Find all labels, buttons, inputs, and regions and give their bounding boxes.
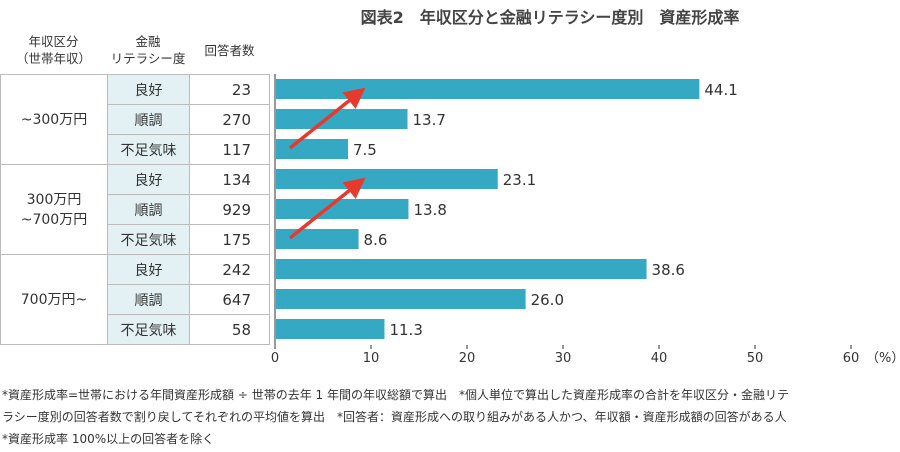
header-literacy-line2: リテラシー度 bbox=[110, 51, 186, 66]
x-tick-label: 30 bbox=[555, 351, 572, 366]
literacy-label: 不足気味 bbox=[107, 314, 190, 345]
table-row: 700万円~ 良好 242 bbox=[0, 254, 270, 345]
bar-value-label: 26.0 bbox=[531, 291, 564, 309]
literacy-label: 良好 bbox=[107, 74, 190, 105]
header-income-line1: 年収区分 bbox=[28, 34, 79, 49]
data-table: ~300万円 良好 23 順調 270 不足気味 117 300万円 ~700万円 良好 134 順… bbox=[0, 74, 270, 345]
bar-value-label: 38.6 bbox=[652, 261, 685, 279]
income-group-label: 700万円~ bbox=[0, 254, 108, 345]
respondent-count: 134 bbox=[189, 164, 270, 195]
bar-value-label: 8.6 bbox=[364, 231, 388, 249]
x-axis-unit: （%） bbox=[866, 351, 900, 366]
trend-arrow bbox=[288, 177, 366, 240]
x-tick-label: 40 bbox=[651, 351, 668, 366]
bar-value-label: 13.8 bbox=[413, 201, 446, 219]
bar bbox=[276, 319, 385, 339]
x-tick-label: 60 bbox=[843, 351, 860, 366]
bar bbox=[276, 169, 498, 189]
bar bbox=[276, 229, 359, 249]
bar bbox=[276, 259, 647, 279]
income-group-label: ~300万円 bbox=[0, 74, 108, 165]
bar bbox=[276, 109, 408, 129]
bar-value-label: 7.5 bbox=[353, 141, 377, 159]
literacy-label: 順調 bbox=[107, 104, 190, 135]
header-count: 回答者数 bbox=[204, 43, 255, 58]
bar bbox=[276, 79, 700, 99]
x-tick-label: 10 bbox=[363, 351, 380, 366]
header-literacy: 金融 リテラシー度 bbox=[107, 33, 189, 67]
bar-value-label: 11.3 bbox=[389, 321, 422, 339]
respondent-count: 242 bbox=[189, 254, 270, 285]
table-row: 不足気味 58 bbox=[1, 314, 270, 345]
x-tick-label: 50 bbox=[747, 351, 764, 366]
respondent-count: 58 bbox=[189, 314, 270, 345]
table-row: ~300万円 良好 23 bbox=[0, 74, 270, 165]
x-tick-label: 0 bbox=[271, 351, 279, 366]
footnote-3: *資産形成率 100%以上の回答者を除く bbox=[2, 432, 215, 446]
income-group-label: 300万円 ~700万円 bbox=[0, 164, 108, 255]
footnote-1: *資産形成率=世帯における年間資産形成額 ÷ 世帯の去年 1 年間の年収総額で算… bbox=[2, 388, 790, 402]
respondent-count: 647 bbox=[189, 284, 270, 315]
table-row: 不足気味 175 bbox=[1, 224, 270, 255]
literacy-label: 不足気味 bbox=[107, 224, 190, 255]
bar-value-label: 13.7 bbox=[413, 111, 446, 129]
table-row: 300万円 ~700万円 良好 134 bbox=[0, 164, 270, 255]
respondent-count: 117 bbox=[189, 134, 270, 165]
bar bbox=[276, 139, 348, 159]
header-income-line2: （世帯年収） bbox=[15, 51, 91, 66]
respondent-count: 23 bbox=[189, 74, 270, 105]
bar-chart: 44.1 13.7 7.5 23.1 13.8 8.6 38.6 26.0 11.3 0 10 20 3… bbox=[271, 74, 900, 366]
header-income: 年収区分 （世帯年収） bbox=[0, 33, 107, 67]
bar-value-label: 44.1 bbox=[704, 81, 737, 99]
header-literacy-line1: 金融 bbox=[135, 34, 161, 49]
table-row: 不足気味 117 bbox=[1, 134, 270, 165]
trend-arrow bbox=[288, 87, 366, 150]
bar bbox=[276, 199, 409, 219]
bar bbox=[276, 289, 526, 309]
literacy-label: 不足気味 bbox=[107, 134, 190, 165]
x-tick-label: 20 bbox=[459, 351, 476, 366]
footnote-2: ラシー度別の回答者数で割り戻してそれぞれの平均値を算出 *回答者：資産形成への取… bbox=[2, 410, 787, 424]
bar-value-label: 23.1 bbox=[503, 171, 536, 189]
chart-title: 図表2 年収区分と金融リテラシー度別 資産形成率 bbox=[360, 8, 740, 27]
